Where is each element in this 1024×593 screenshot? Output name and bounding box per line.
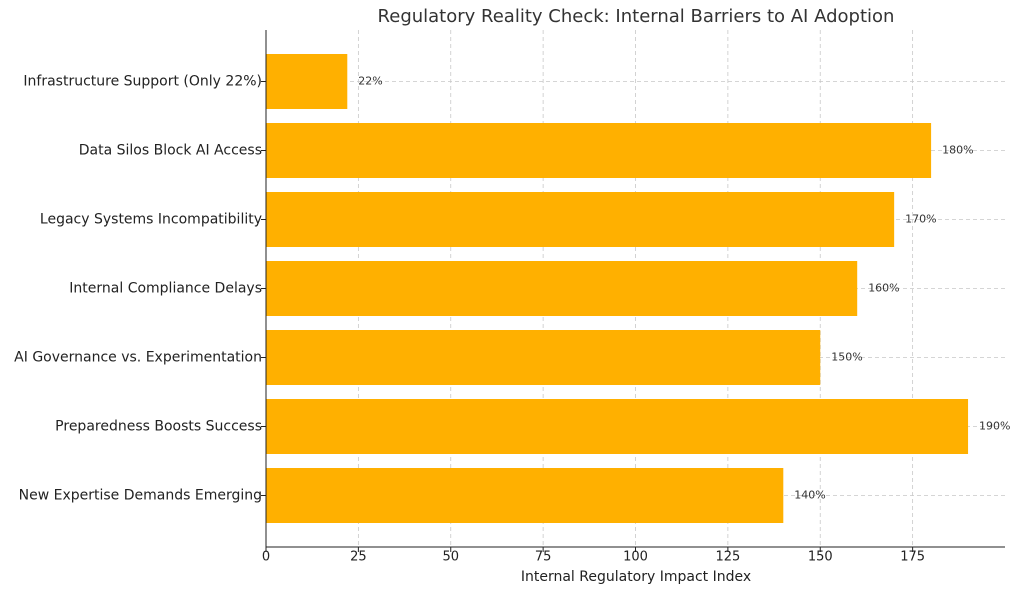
bar xyxy=(266,123,932,178)
y-tick-label: New Expertise Demands Emerging xyxy=(19,488,262,504)
y-tick-label: Legacy Systems Incompatibility xyxy=(40,212,262,228)
y-tick-label: Internal Compliance Delays xyxy=(69,281,262,297)
value-label: 190% xyxy=(979,420,1010,433)
x-tick-label: 0 xyxy=(262,550,270,565)
bar xyxy=(266,399,969,454)
x-tick-label: 25 xyxy=(350,550,367,565)
x-tick-label: 150 xyxy=(808,550,833,565)
bar xyxy=(266,54,348,109)
x-tick-label: 175 xyxy=(900,550,925,565)
chart-title: Regulatory Reality Check: Internal Barri… xyxy=(378,6,895,27)
y-tick-label: Infrastructure Support (Only 22%) xyxy=(23,74,262,90)
value-label: 160% xyxy=(868,282,899,295)
value-label: 180% xyxy=(942,144,973,157)
value-label: 22% xyxy=(358,75,382,88)
x-axis-label: Internal Regulatory Impact Index xyxy=(521,569,751,585)
x-tick-label: 75 xyxy=(535,550,552,565)
bar xyxy=(266,261,858,316)
x-tick-label: 125 xyxy=(715,550,740,565)
value-label: 140% xyxy=(794,489,825,502)
y-tick-label: AI Governance vs. Experimentation xyxy=(14,350,262,366)
y-tick-label: Preparedness Boosts Success xyxy=(55,419,262,435)
y-tick-label: Data Silos Block AI Access xyxy=(79,143,262,159)
x-tick-label: 50 xyxy=(442,550,459,565)
bar xyxy=(266,330,821,385)
bar xyxy=(266,468,784,523)
x-tick-label: 100 xyxy=(623,550,648,565)
bar xyxy=(266,192,895,247)
value-label: 170% xyxy=(905,213,936,226)
value-label: 150% xyxy=(831,351,862,364)
